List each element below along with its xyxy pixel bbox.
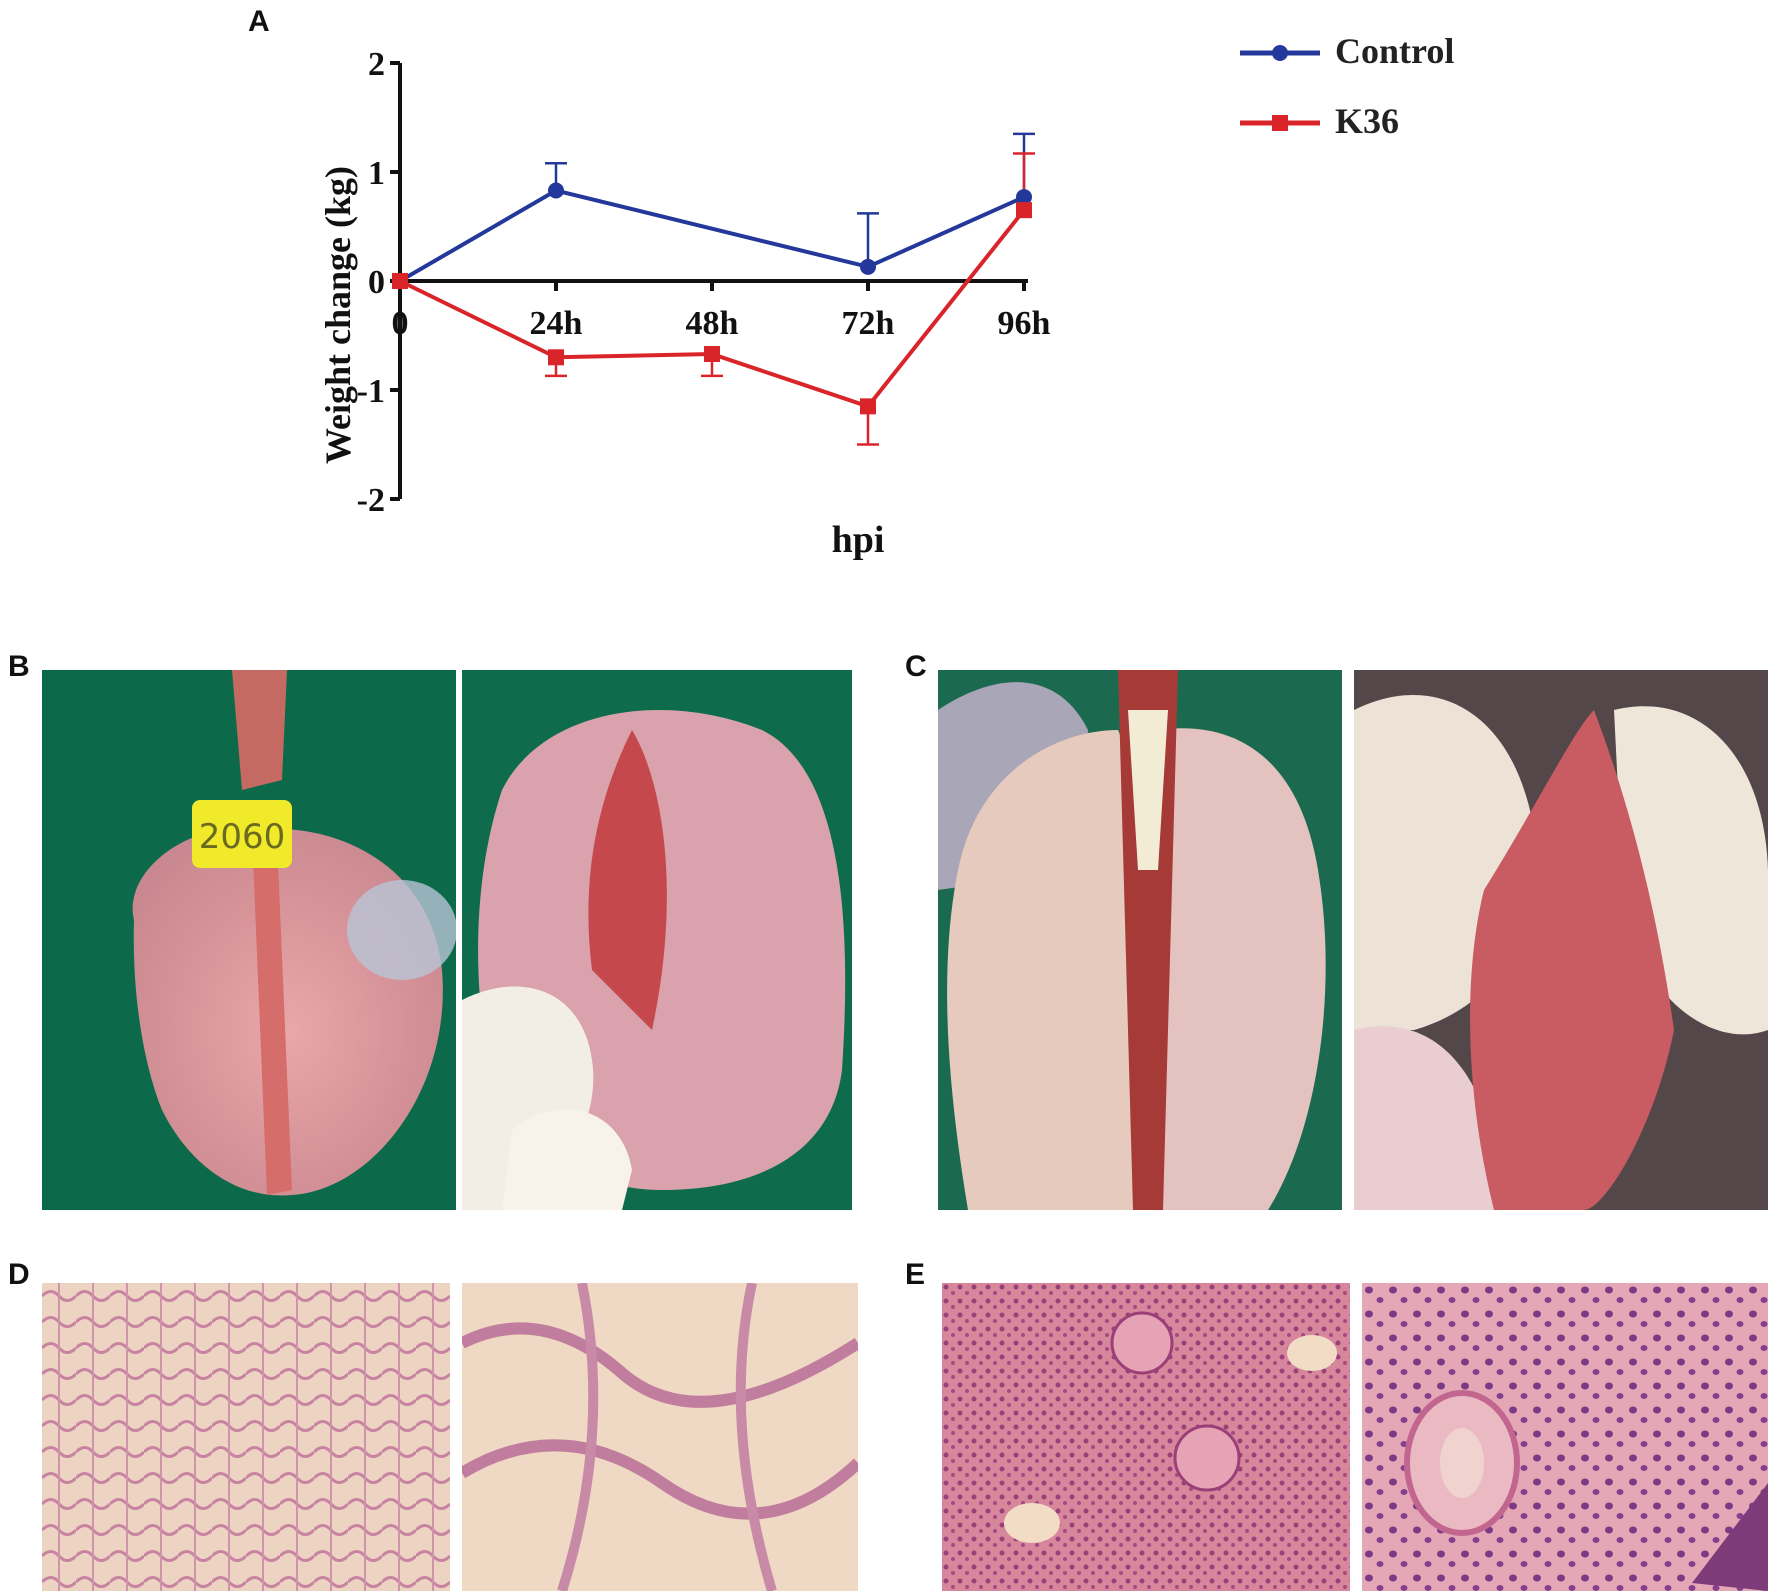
y-tick-label: -1 [357,373,385,410]
x-axis-label: hpi [832,519,885,561]
photo-b-right [462,670,852,1210]
ear-tag-number: 2060 [199,817,286,857]
legend-label-k36: K36 [1335,101,1400,141]
weight-change-chart: 210-1-20 24h 48h 72h 96h Weight change (kg) … [318,46,1051,561]
data-point [392,273,408,289]
histology-pattern-d-left [42,1283,450,1591]
histology-pattern-d-right [462,1283,858,1591]
data-point [1016,189,1032,206]
panel-label-b: B [8,650,30,683]
panel-label-e: E [905,1258,926,1291]
panel-label-a: A [248,5,270,38]
photo-c-right [1354,670,1768,1210]
data-point [704,346,720,363]
data-point [860,258,876,275]
photo-e-right [1362,1283,1768,1591]
x-tick-label: 48h [686,305,739,342]
panel-label-d: D [8,1258,30,1291]
data-point [860,398,876,415]
x-tick-label: 24h [530,305,583,342]
y-tick-label: 0 [368,264,385,301]
series-line-control [398,188,1025,283]
x-tick-label: 96h [998,305,1051,342]
y-tick-label: 2 [368,46,385,83]
y-tick-label: -2 [357,482,385,519]
x-tick-label: 0 [392,305,409,342]
data-point [1016,202,1032,219]
photo-c-left [938,670,1342,1210]
legend-k36-symbol [1240,115,1320,131]
legend-control-symbol [1240,45,1320,61]
legend-label-control: Control [1335,31,1455,71]
photo-d-left [42,1283,450,1591]
panel-label-c: C [905,650,927,683]
series-markers [392,182,1032,415]
photo-d-right [462,1283,858,1591]
y-axis-label: Weight change (kg) [318,166,358,464]
chart-axes: 210-1-20 24h 48h 72h 96h [357,46,1051,519]
y-tick-label: 1 [368,155,385,192]
data-point [548,182,564,199]
data-point [548,349,564,366]
histology-pattern-e-right [1362,1283,1768,1591]
photo-b-left: 2060 [42,670,456,1210]
photo-e-left [942,1283,1350,1591]
x-tick-label: 72h [842,305,895,342]
histology-pattern-e-left [942,1283,1350,1591]
